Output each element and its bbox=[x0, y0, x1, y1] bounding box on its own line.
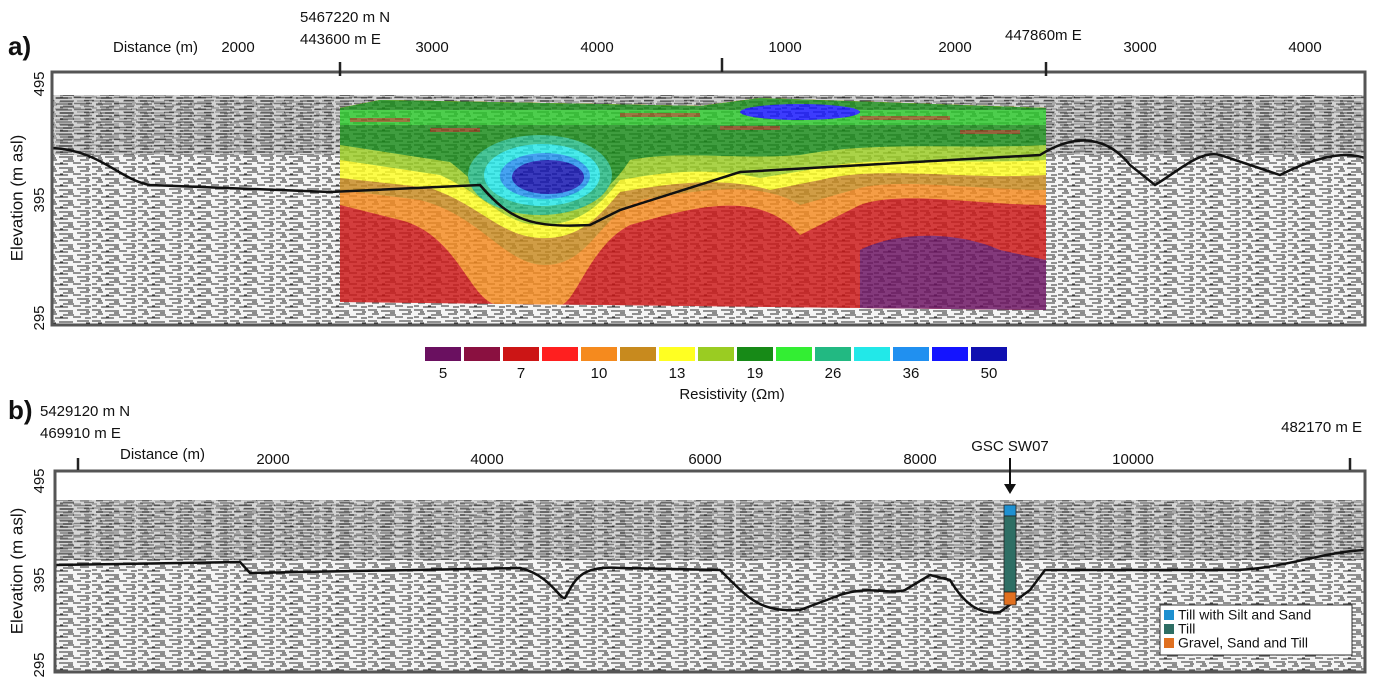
y-tick-label: 395 bbox=[31, 187, 48, 212]
y-tick-label: 395 bbox=[31, 567, 48, 592]
legend bbox=[1159, 604, 1353, 656]
x-tick-label: 10000 bbox=[1112, 451, 1154, 468]
borehole-label: GSC SW07 bbox=[971, 438, 1049, 455]
resistivity-section bbox=[340, 98, 1046, 310]
frame bbox=[50, 70, 1367, 327]
x-tick-label: 2000 bbox=[938, 39, 971, 56]
color-swatch bbox=[425, 347, 461, 361]
color-swatch bbox=[815, 347, 851, 361]
color-swatch bbox=[620, 347, 656, 361]
borehole-unit bbox=[1003, 515, 1017, 593]
x-tick-label: 4000 bbox=[580, 39, 613, 56]
easting: 443600 m E bbox=[300, 31, 381, 48]
panel-b: b) 5429120 m N 469910 m E 482170 m E Dis… bbox=[7, 395, 1367, 674]
y-tick-label: 495 bbox=[31, 468, 48, 493]
panel-label: b) bbox=[8, 395, 33, 425]
x-tick-label: 3000 bbox=[415, 39, 448, 56]
horizon bbox=[54, 548, 1366, 614]
color-swatch bbox=[503, 347, 539, 361]
colorbar-tick-label: 5 bbox=[439, 365, 447, 382]
x-tick-label: 2000 bbox=[256, 451, 289, 468]
easting: 469910 m E bbox=[40, 425, 121, 442]
axis-title: Elevation (m asl) bbox=[7, 508, 26, 635]
color-swatch bbox=[464, 347, 500, 361]
colorbar-tick-label: 10 bbox=[591, 365, 608, 382]
northing: 5467220 m N bbox=[300, 9, 390, 26]
legend-swatch bbox=[1164, 610, 1174, 620]
colorbar-title: Resistivity (Ωm) bbox=[679, 386, 784, 403]
panel-label: a) bbox=[8, 31, 31, 61]
axis-title: Distance (m) bbox=[113, 39, 198, 56]
x-tick-label: 1000 bbox=[768, 39, 801, 56]
seismic-reflectors bbox=[55, 500, 1365, 560]
color-swatch bbox=[971, 347, 1007, 361]
y-tick-label: 495 bbox=[31, 71, 48, 96]
colorbar-tick-label: 50 bbox=[981, 365, 998, 382]
legend-swatch bbox=[1164, 624, 1174, 634]
easting: 447860m E bbox=[1005, 27, 1082, 44]
colorbar-tick-label: 26 bbox=[825, 365, 842, 382]
x-tick-label: 4000 bbox=[1288, 39, 1321, 56]
tick-marks bbox=[338, 58, 1048, 76]
color-swatch bbox=[737, 347, 773, 361]
color-swatch bbox=[698, 347, 734, 361]
colorbar-tick-label: 7 bbox=[517, 365, 525, 382]
horizon bbox=[51, 139, 1366, 227]
colorbar: Resistivity (Ωm) 5 7 10 13 19 26 36 50 bbox=[425, 347, 1007, 403]
color-swatch bbox=[932, 347, 968, 361]
colorbar-tick-label: 36 bbox=[903, 365, 920, 382]
frame bbox=[53, 469, 1367, 674]
color-swatch bbox=[854, 347, 890, 361]
colorbar-tick-label: 19 bbox=[747, 365, 764, 382]
color-swatch bbox=[542, 347, 578, 361]
color-swatch bbox=[659, 347, 695, 361]
x-tick-label: 8000 bbox=[903, 451, 936, 468]
colorbar-tick-label: 13 bbox=[669, 365, 686, 382]
x-tick-label: 2000 bbox=[221, 39, 254, 56]
borehole-unit bbox=[1003, 591, 1017, 606]
x-tick-label: 3000 bbox=[1123, 39, 1156, 56]
x-tick-label: 6000 bbox=[688, 451, 721, 468]
x-tick-label: 4000 bbox=[470, 451, 503, 468]
color-swatch bbox=[776, 347, 812, 361]
y-tick-label: 295 bbox=[31, 652, 48, 677]
arrow-head bbox=[1004, 484, 1016, 494]
color-swatch bbox=[581, 347, 617, 361]
axis-title: Distance (m) bbox=[120, 446, 205, 463]
legend-label: Till bbox=[1178, 621, 1195, 637]
legend-label: Till with Silt and Sand bbox=[1178, 607, 1311, 623]
y-tick-label: 295 bbox=[31, 305, 48, 330]
borehole-unit bbox=[1003, 504, 1017, 517]
axis-title: Elevation (m asl) bbox=[7, 135, 26, 262]
legend-swatch bbox=[1164, 638, 1174, 648]
legend-label: Gravel, Sand and Till bbox=[1178, 635, 1308, 651]
color-swatch bbox=[893, 347, 929, 361]
northing: 5429120 m N bbox=[40, 403, 130, 420]
easting: 482170 m E bbox=[1281, 419, 1362, 436]
borehole-column bbox=[1003, 504, 1017, 606]
tick-marks bbox=[76, 458, 1352, 470]
panel-a: a) 5467220 m N 443600 m E 447860m E Dist… bbox=[7, 9, 1367, 327]
